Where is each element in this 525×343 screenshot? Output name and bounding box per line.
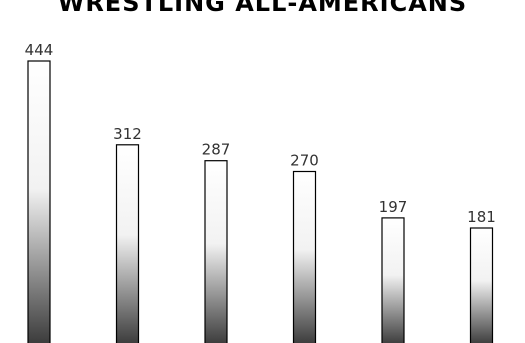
bars-group xyxy=(27,60,494,343)
bar-value-label-6: 181 xyxy=(467,208,496,226)
bar-5 xyxy=(381,217,405,343)
bar-3 xyxy=(204,160,228,343)
bar-value-label-5: 197 xyxy=(379,198,408,216)
bar-value-label-4: 270 xyxy=(290,152,319,170)
bar-value-label-3: 287 xyxy=(202,141,231,159)
bar-value-label-1: 444 xyxy=(25,41,54,59)
bar-6 xyxy=(469,227,494,343)
bar-4 xyxy=(292,170,317,343)
bar-2 xyxy=(115,144,140,343)
chart-title: WRESTLING ALL-AMERICANS xyxy=(57,0,468,17)
data-labels-group: 444 312 287 270 197 181 xyxy=(25,41,496,226)
bar-value-label-2: 312 xyxy=(113,125,142,143)
bar-1 xyxy=(27,60,51,343)
